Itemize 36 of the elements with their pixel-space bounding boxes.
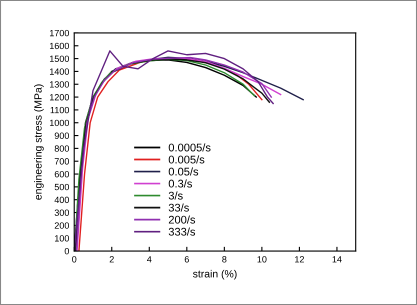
y-axis-title: engineering stress (MPa) bbox=[34, 84, 44, 200]
y-tick-label: 100 bbox=[54, 235, 70, 242]
x-tick-label: 2 bbox=[110, 256, 114, 262]
legend-label: 333/s bbox=[168, 227, 196, 236]
y-tick-label: 700 bbox=[54, 158, 70, 165]
x-tick-label: 12 bbox=[295, 256, 304, 262]
y-tick-label: 800 bbox=[54, 145, 70, 152]
legend-label: 200/s bbox=[168, 215, 196, 224]
legend-label: 3/s bbox=[168, 191, 183, 200]
legend-label: 0.0005/s bbox=[168, 143, 211, 152]
x-tick-label: 6 bbox=[184, 256, 189, 263]
y-tick-label: 1400 bbox=[50, 68, 70, 75]
y-tick-label: 1200 bbox=[50, 94, 70, 100]
y-tick-label: 500 bbox=[54, 184, 70, 190]
y-tick-label: 1000 bbox=[50, 120, 70, 126]
y-tick-label: 1100 bbox=[50, 106, 70, 114]
x-tick-label: 14 bbox=[332, 256, 342, 262]
legend-label: 33/s bbox=[168, 203, 189, 212]
y-tick-label: 1600 bbox=[50, 42, 70, 50]
y-tick-label: 1700 bbox=[50, 30, 70, 36]
x-tick-label: 4 bbox=[146, 256, 152, 262]
x-tick-label: 8 bbox=[222, 256, 226, 263]
y-tick-label: 1300 bbox=[50, 81, 70, 88]
y-tick-label: 200 bbox=[54, 222, 70, 229]
y-tick-label: 300 bbox=[54, 210, 70, 216]
y-tick-label: 400 bbox=[54, 196, 70, 204]
y-tick-label: 900 bbox=[54, 132, 70, 139]
y-tick-label: 600 bbox=[54, 171, 70, 178]
y-tick-label: 0 bbox=[64, 248, 70, 254]
legend-label: 0.005/s bbox=[168, 155, 204, 164]
y-tick-label: 1500 bbox=[50, 56, 70, 62]
x-axis-title: strain (%) bbox=[192, 270, 237, 280]
legend-label: 0.3/s bbox=[168, 179, 192, 188]
x-tick-label: 0 bbox=[72, 256, 76, 263]
x-tick-label: 10 bbox=[258, 256, 267, 263]
legend-label: 0.05/s bbox=[168, 167, 198, 176]
